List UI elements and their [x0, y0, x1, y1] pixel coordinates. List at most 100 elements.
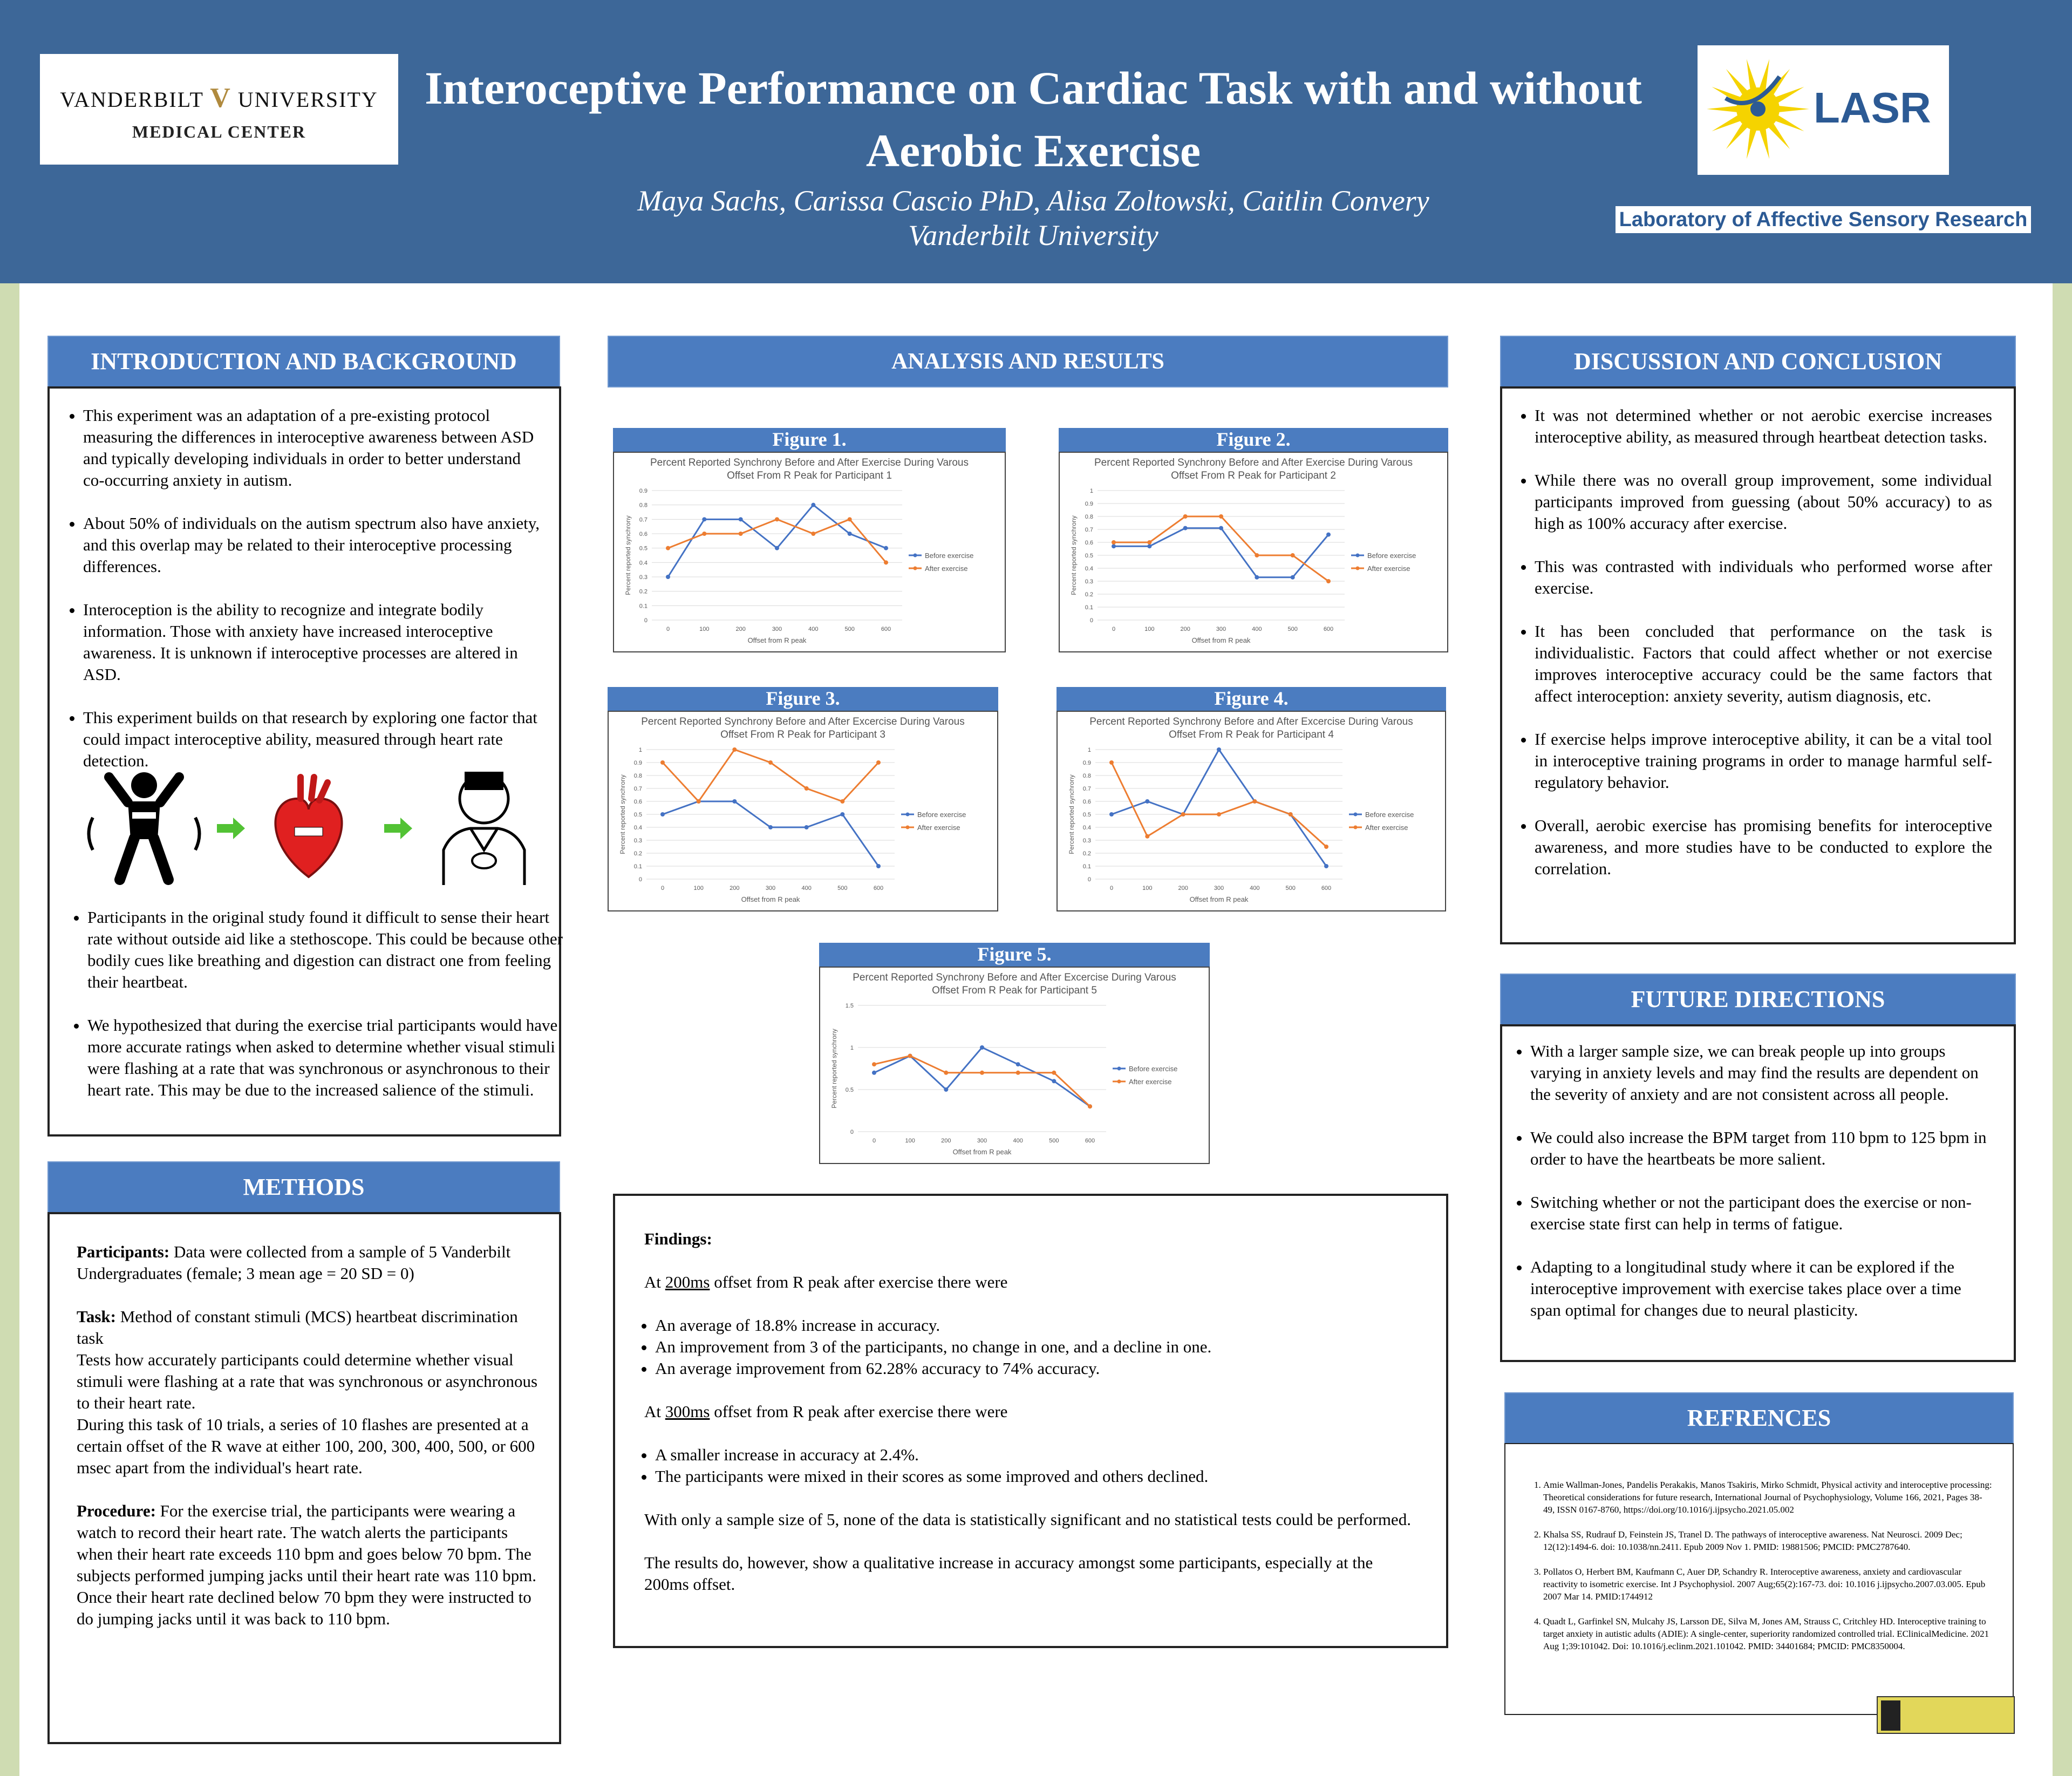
- findings-200-underline: 200ms: [665, 1273, 710, 1291]
- x-tick-label: 200: [1178, 885, 1188, 892]
- y-tick-label: 0.5: [1083, 812, 1091, 818]
- data-point: [1109, 812, 1114, 816]
- intro-bullet-1: This experiment was an adaptation of a p…: [83, 405, 543, 491]
- data-point: [732, 747, 737, 752]
- figure-3-chart: Percent Reported Synchrony Before and Af…: [608, 711, 998, 911]
- lasr-logo-text: LASR: [1814, 84, 1931, 132]
- findings-200-item: An improvement from 3 of the participant…: [655, 1336, 1414, 1358]
- logo-text-vanderbilt: VANDERBILT: [60, 87, 204, 112]
- data-point: [811, 532, 816, 536]
- y-tick-label: 1: [639, 747, 642, 753]
- y-tick-label: 0.2: [639, 589, 648, 595]
- y-tick-label: 0.5: [846, 1087, 854, 1093]
- line-chart: Percent Reported Synchrony Before and Af…: [830, 972, 1177, 1156]
- legend-label: After exercise: [925, 564, 967, 573]
- data-point: [1255, 553, 1259, 557]
- methods-task: Task: Method of constant stimuli (MCS) h…: [77, 1306, 537, 1349]
- y-tick-label: 0.9: [1083, 760, 1091, 766]
- sun-ray: [1768, 123, 1790, 149]
- y-tick-label: 0.1: [634, 863, 642, 870]
- findings-200-item: An average improvement from 62.28% accur…: [655, 1358, 1414, 1379]
- y-tick-label: 0.7: [1085, 527, 1093, 533]
- chart-title: Percent Reported Synchrony Before and Af…: [641, 716, 965, 727]
- intro-bullet-3: Interoception is the ability to recogniz…: [83, 599, 543, 685]
- poster-authors: Maya Sachs, Carissa Cascio PhD, Alisa Zo…: [421, 183, 1646, 253]
- y-tick-label: 0.8: [639, 502, 648, 509]
- figure-3-label: Figure 3.: [608, 687, 998, 711]
- chart-title: Percent Reported Synchrony Before and Af…: [1089, 716, 1413, 727]
- chart-title: Offset From R Peak for Participant 3: [720, 729, 885, 740]
- data-point: [884, 560, 888, 565]
- legend-label: After exercise: [1129, 1078, 1171, 1086]
- data-point: [840, 812, 845, 816]
- findings-box: Findings: At 200ms offset from R peak af…: [613, 1194, 1448, 1648]
- x-axis-label: Offset from R peak: [1192, 636, 1251, 644]
- y-tick-label: 0.6: [1083, 799, 1091, 805]
- poster-title: Interoceptive Performance on Cardiac Tas…: [425, 62, 1642, 176]
- chart-title: Percent Reported Synchrony Before and Af…: [853, 972, 1176, 983]
- y-axis-label: Percent reported synchrony: [830, 1029, 838, 1108]
- task-text: Method of constant stimuli (MCS) heartbe…: [77, 1307, 518, 1348]
- y-tick-label: 1: [1090, 488, 1093, 494]
- series-line: [667, 503, 887, 577]
- x-tick-label: 600: [881, 626, 891, 632]
- findings-200-item: An average of 18.8% increase in accuracy…: [655, 1315, 1414, 1336]
- y-tick-label: 0.5: [1085, 553, 1093, 559]
- data-point: [1145, 799, 1150, 804]
- x-tick-label: 0: [1112, 626, 1115, 632]
- legend-marker: [913, 566, 917, 570]
- data-point: [666, 575, 670, 579]
- y-tick-label: 0.4: [1083, 825, 1091, 831]
- data-point: [847, 517, 852, 522]
- chart-title: Offset From R Peak for Participant 5: [932, 985, 1097, 996]
- y-tick-label: 0.6: [1085, 540, 1093, 546]
- arrow-right-icon: [384, 818, 412, 839]
- findings-heading: Findings:: [644, 1228, 1414, 1250]
- intro-bullets: This experiment was an adaptation of a p…: [50, 405, 543, 772]
- heart-icon: [274, 774, 343, 879]
- sun-ray: [1746, 59, 1757, 90]
- data-point: [1324, 864, 1328, 868]
- y-tick-label: 0.8: [1085, 514, 1093, 520]
- data-point: [1219, 514, 1223, 519]
- data-point: [1183, 526, 1188, 530]
- data-point: [944, 1087, 949, 1092]
- data-point: [884, 546, 888, 550]
- data-point: [840, 799, 845, 804]
- line-chart: Percent Reported Synchrony Before and Af…: [1068, 716, 1414, 903]
- x-tick-label: 300: [1214, 885, 1224, 892]
- y-tick-label: 0.1: [1083, 863, 1091, 870]
- x-tick-label: 500: [837, 885, 847, 892]
- x-tick-label: 400: [1013, 1138, 1023, 1144]
- y-tick-label: 0.9: [639, 488, 648, 494]
- data-point: [1112, 540, 1116, 545]
- y-tick-label: 0.5: [634, 812, 642, 818]
- jumping-person-icon: [87, 772, 201, 885]
- data-point: [1288, 812, 1293, 816]
- legend-label: Before exercise: [1129, 1065, 1177, 1073]
- chart-title: Offset From R Peak for Participant 1: [727, 470, 892, 481]
- data-point: [804, 786, 809, 791]
- sun-ray: [1726, 69, 1748, 96]
- findings-300-post: offset from R peak after exercise there …: [710, 1402, 1008, 1421]
- methods-procedure: Procedure: For the exercise trial, the p…: [77, 1500, 537, 1630]
- series-line: [874, 1055, 1091, 1107]
- y-tick-label: 0.3: [634, 838, 642, 844]
- data-point: [980, 1070, 984, 1075]
- sun-ray: [1712, 114, 1741, 132]
- series-line: [1110, 762, 1327, 848]
- logo-text-medical-center: MEDICAL CENTER: [132, 122, 306, 141]
- legend-marker: [905, 812, 910, 816]
- discussion-heading: DISCUSSION AND CONCLUSION: [1500, 336, 2016, 387]
- series-line: [1111, 748, 1327, 867]
- data-point: [666, 546, 670, 550]
- x-tick-label: 200: [941, 1138, 951, 1144]
- y-axis-label: Percent reported synchrony: [624, 515, 632, 595]
- methods-box: Participants: Data were collected from a…: [47, 1212, 561, 1744]
- methods-task-trials: During this task of 10 trials, a series …: [77, 1415, 535, 1477]
- y-tick-label: 0: [644, 617, 648, 624]
- line-chart: Percent Reported Synchrony Before and Af…: [619, 716, 966, 903]
- chart-title: Offset From R Peak for Participant 4: [1169, 729, 1334, 740]
- x-tick-label: 600: [1321, 885, 1331, 892]
- y-tick-label: 0.8: [1083, 773, 1091, 779]
